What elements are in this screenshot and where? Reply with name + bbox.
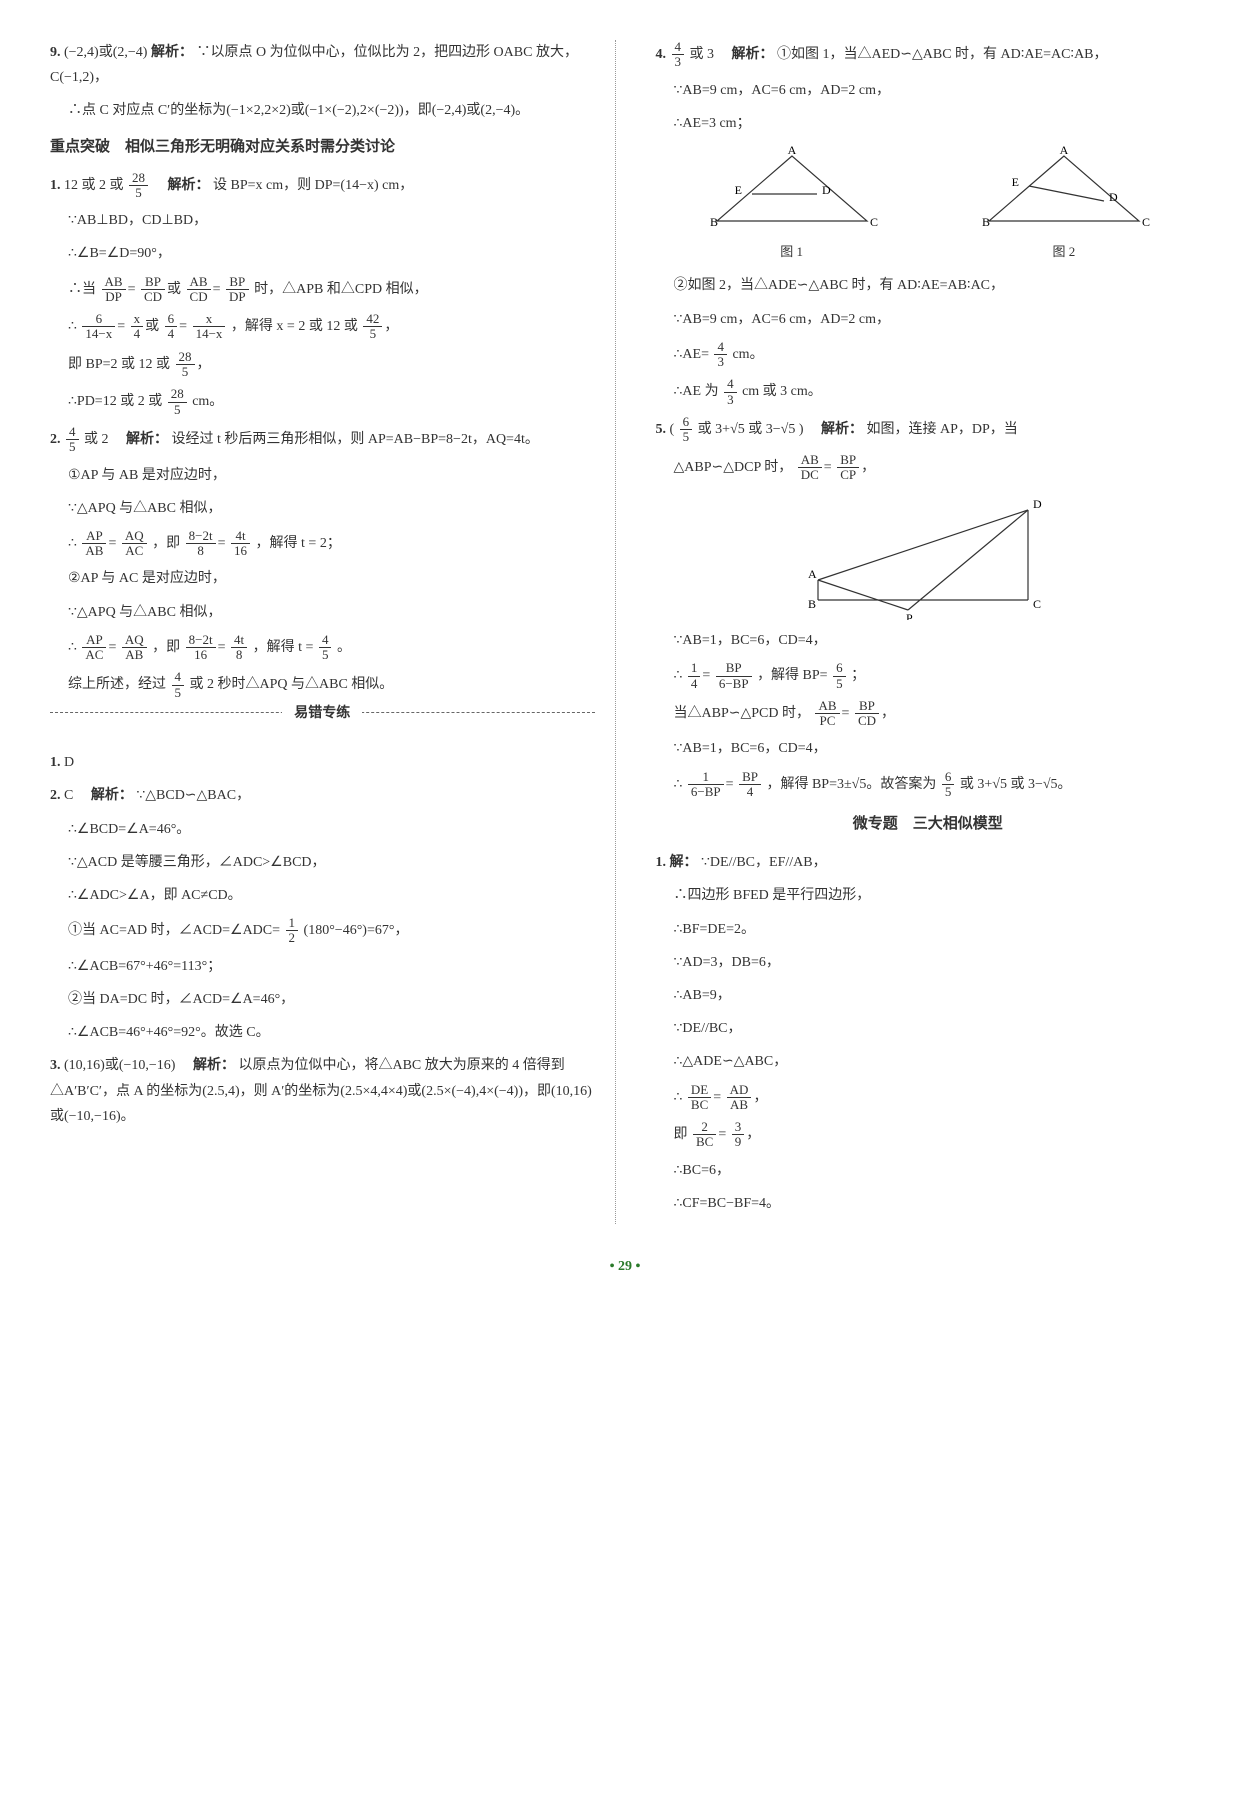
svg-text:B: B — [808, 597, 816, 611]
svg-text:A: A — [787, 146, 796, 157]
q9-num: 9. — [50, 45, 61, 60]
p1-l2: ∵AB⊥BD，CD⊥BD， — [50, 208, 595, 233]
p1-ans-frac: 285 — [129, 171, 148, 201]
p1-l4: ∴当 ABDP= BPCD或 ABCD= BPDP 时，△APB 和△CPD 相… — [50, 275, 595, 305]
m1-l9: 即 2BC= 39， — [656, 1120, 1201, 1150]
page-number: • 29 • — [50, 1254, 1200, 1279]
p1-l5: ∴ 614−x= x4或 64= x14−x ，解得 x = 2 或 12 或 … — [50, 312, 595, 342]
triangle-2-svg: A B C E D — [974, 146, 1154, 236]
p1-ans-pre: 12 或 2 或 — [64, 178, 124, 193]
p2: 2. 45 或 2 解析： 设经过 t 秒后两三角形相似，则 AP=AB−BP=… — [50, 425, 595, 455]
svg-text:D: D — [822, 183, 831, 197]
q5: 5. ( 65 或 3+√5 或 3−√5 ) 解析： 如图，连接 AP，DP，… — [656, 415, 1201, 445]
p1-l3: ∴∠B=∠D=90°， — [50, 241, 595, 266]
figure-q5: A B C D P — [656, 490, 1201, 620]
q5-l4: ∴ 14= BP6−BP ，解得 BP= 65 ； — [656, 661, 1201, 691]
p2-num: 2. — [50, 432, 61, 447]
p1-num: 1. — [50, 178, 61, 193]
svg-text:A: A — [1060, 146, 1069, 157]
figure-1: A B C E D 图 1 — [702, 146, 882, 263]
e1: 1. D — [50, 750, 595, 775]
p1-l1: 设 BP=x cm，则 DP=(14−x) cm， — [213, 178, 413, 193]
p1-l7: ∴PD=12 或 2 或 285 cm。 — [50, 387, 595, 417]
q4-l6: ∴AE= 43 cm。 — [656, 340, 1201, 370]
e3: 3. (10,16)或(−10,−16) 解析： 以原点为位似中心，将△ABC … — [50, 1053, 595, 1129]
p2-l7: ∴ APAC= AQAB ，即 8−2t16= 4t8 ，解得 t = 45 。 — [50, 633, 595, 663]
triangle-1-svg: A B C E D — [702, 146, 882, 236]
q4-l7: ∴AE 为 43 cm 或 3 cm。 — [656, 377, 1201, 407]
q4: 4. 43 或 3 解析： ①如图 1，当△AED∽△ABC 时，有 AD∶AE… — [656, 40, 1201, 70]
q5-l7: ∴ 16−BP= BP4 ，解得 BP=3±√5。故答案为 65 或 3+√5 … — [656, 770, 1201, 800]
q5-l5: 当△ABP∽△PCD 时， ABPC= BPCD， — [656, 699, 1201, 729]
q9-label: 解析： — [151, 45, 193, 60]
figure-2: A B C E D 图 2 — [974, 146, 1154, 263]
svg-text:C: C — [1033, 597, 1041, 611]
svg-text:E: E — [1012, 175, 1019, 189]
divider-errors: 易错专练 — [50, 712, 595, 738]
p2-label: 解析： — [126, 432, 168, 447]
p1: 1. 12 或 2 或 285 解析： 设 BP=x cm，则 DP=(14−x… — [50, 171, 595, 201]
section-breakthrough: 重点突破 相似三角形无明确对应关系时需分类讨论 — [50, 134, 595, 161]
p2-l4: ∴ APAB= AQAC ，即 8−2t8= 4t16 ，解得 t = 2； — [50, 529, 595, 559]
svg-text:B: B — [982, 215, 990, 229]
p2-l8: 综上所述，经过 45 或 2 秒时△APQ 与△ABC 相似。 — [50, 670, 595, 700]
q9: 9. (−2,4)或(2,−4) 解析： ∵以原点 O 为位似中心，位似比为 2… — [50, 40, 595, 90]
svg-text:D: D — [1033, 497, 1042, 511]
svg-text:C: C — [1142, 215, 1150, 229]
e2: 2. C 解析： ∵△BCD∽△BAC， — [50, 783, 595, 808]
svg-text:D: D — [1109, 190, 1118, 204]
svg-text:B: B — [710, 215, 718, 229]
svg-text:E: E — [734, 183, 741, 197]
svg-text:P: P — [906, 611, 913, 620]
section-micro: 微专题 三大相似模型 — [656, 811, 1201, 838]
q5-l2: △ABP∽△DCP 时， ABDC= BPCP， — [656, 453, 1201, 483]
q9-l2: ∴点 C 对应点 C′的坐标为(−1×2,2×2)或(−1×(−2),2×(−2… — [50, 98, 595, 123]
e2-l5: ①当 AC=AD 时，∠ACD=∠ADC= 12 (180°−46°)=67°， — [50, 916, 595, 946]
svg-text:A: A — [808, 567, 817, 581]
p1-label: 解析： — [168, 178, 210, 193]
p1-l6: 即 BP=2 或 12 或 285， — [50, 350, 595, 380]
m1-l8: ∴ DEBC= ADAB， — [656, 1083, 1201, 1113]
figures-q4: A B C E D 图 1 A B C E D 图 2 — [656, 146, 1201, 263]
m1: 1. 解： ∵DE//BC，EF//AB， — [656, 850, 1201, 875]
quad-svg: A B C D P — [778, 490, 1078, 620]
q9-ans: (−2,4)或(2,−4) — [64, 45, 147, 60]
svg-text:C: C — [870, 215, 878, 229]
